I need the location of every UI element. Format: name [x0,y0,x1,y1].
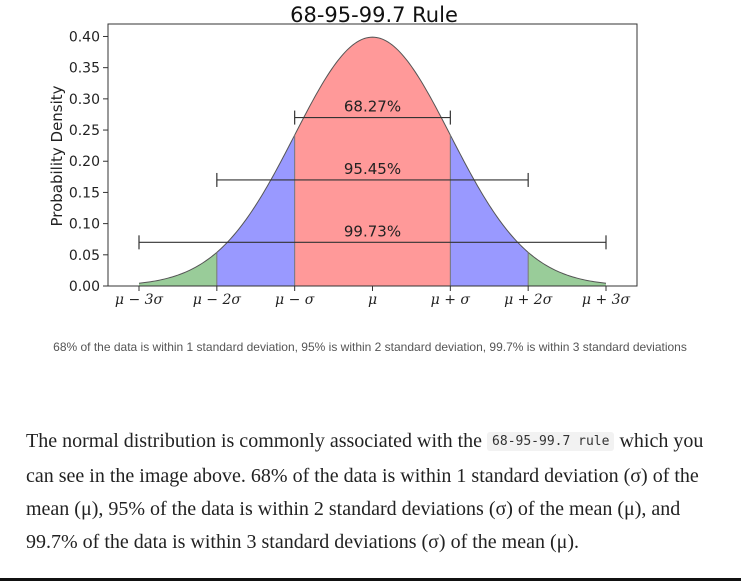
y-tick-label-8: 0.40 [69,29,100,45]
x-tick-label-6: μ + 3σ [582,292,631,308]
paragraph-text-start: The normal distribution is commonly asso… [26,430,488,452]
interval-label-2: 99.73% [344,222,401,240]
shaded-region-4 [528,252,606,286]
x-tick-label-4: μ + σ [431,292,471,308]
y-tick-label-1: 0.05 [69,248,100,264]
bottom-rule [0,578,741,581]
x-tick-label-0: μ − 3σ [115,292,164,308]
x-tick-label-3: μ [368,292,377,308]
y-tick-label-7: 0.35 [69,61,100,77]
y-tick-label-2: 0.10 [69,217,100,233]
x-tick-label-5: μ + 2σ [504,292,553,308]
y-tick-label-3: 0.15 [69,185,100,201]
figure-caption: 68% of the data is within 1 standard dev… [53,340,687,354]
y-tick-label-6: 0.30 [69,92,100,108]
interval-label-1: 95.45% [344,160,401,178]
chart-title: 68-95-99.7 Rule [290,3,458,27]
y-axis-ticks: 0.00 0.05 0.10 0.15 0.20 0.25 0.30 0.35 0.40 [69,29,108,295]
body-paragraph: The normal distribution is commonly asso… [26,425,726,559]
interval-bars: 68.27% 95.45% 99.73% [138,98,607,250]
shaded-region-0 [294,37,451,286]
y-tick-label-4: 0.20 [69,154,100,170]
x-tick-label-1: μ − 2σ [193,292,242,308]
inline-code: 68-95-99.7 rule [487,432,615,451]
x-axis-ticks: μ − 3σ μ − 2σ μ − σ μ μ + σ μ + 2σ μ + 3σ [115,286,631,308]
region-dividers [216,135,529,286]
y-axis-label: Probability Density [48,85,66,226]
normal-distribution-chart: 68-95-99.7 Rule 68.27%95.45%99.73% 0.000… [48,3,638,308]
interval-label-0: 68.27% [344,98,401,116]
paragraph-text-end: which you can see in the image above. 68… [26,430,704,553]
y-tick-label-5: 0.25 [69,123,100,139]
y-tick-label-0: 0.00 [69,279,100,295]
x-tick-label-2: μ − σ [275,292,315,308]
shaded-region-3 [139,252,217,286]
